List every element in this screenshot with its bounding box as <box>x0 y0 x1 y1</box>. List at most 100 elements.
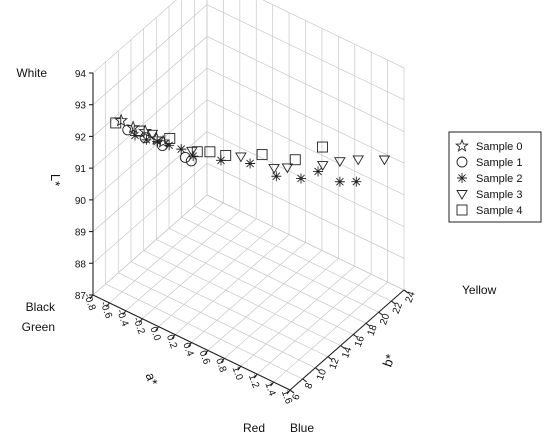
data-point-sample-1 <box>139 132 151 144</box>
data-point-sample-4 <box>110 117 122 129</box>
b-tick-mark <box>353 334 358 338</box>
wall-grid-line <box>206 194 405 291</box>
b-tick-mark <box>315 367 320 372</box>
legend-marker-sample-0 <box>455 138 469 152</box>
data-point-sample-2 <box>188 151 199 162</box>
points-layer <box>110 113 391 187</box>
L-tick-label: 88 <box>75 259 87 270</box>
data-point-sample-3 <box>378 155 391 166</box>
a-tick-label: 1.6 <box>279 389 294 406</box>
b-tick-label: 10 <box>315 367 329 382</box>
a-tick-mark <box>220 358 225 363</box>
data-point-sample-3 <box>268 163 280 174</box>
data-point-sample-2 <box>334 176 345 187</box>
floor-grid-line <box>142 218 257 320</box>
floor-grid-line <box>158 226 273 327</box>
end-label-red: Red <box>243 421 265 435</box>
floor-grid-line <box>240 265 355 367</box>
a-tick-label: 0.0 <box>147 325 162 342</box>
legend-items: Sample 0 Sample 1 Sample 2 Sample 3 Sample 4 <box>455 138 522 217</box>
floor-grid-line <box>143 250 341 346</box>
b-tick-label: 20 <box>378 312 392 327</box>
wall-grid-line <box>92 0 177 74</box>
legend-marker-sample-1 <box>456 156 468 168</box>
data-point-sample-0 <box>138 124 153 138</box>
L-tick-label: 89 <box>75 228 87 239</box>
a-tick-label: 1.2 <box>246 373 261 390</box>
a-tick-label: 1.4 <box>262 381 277 398</box>
a-tick-label: 0.6 <box>197 349 212 366</box>
legend-label-sample-1: Sample 1 <box>476 157 522 169</box>
legend-label-sample-2: Sample 2 <box>476 173 522 185</box>
floor-grid-line <box>174 234 290 335</box>
a-tick-mark <box>89 294 94 300</box>
wall-grid-line <box>92 4 208 105</box>
b-tick-label: 16 <box>353 334 367 349</box>
data-point-sample-3 <box>352 155 364 166</box>
L-tick-label: 90 <box>75 196 87 207</box>
data-point-sample-4 <box>204 146 216 158</box>
a-tick-label: 0.2 <box>164 333 179 350</box>
a-tick-mark <box>138 318 143 324</box>
wall-grid-line <box>206 131 405 227</box>
b-axis-name: b* <box>380 352 398 369</box>
data-point-sample-4 <box>133 125 145 137</box>
L-tick-label: 87 <box>75 291 87 302</box>
wall-grid-line <box>206 99 405 196</box>
data-point-sample-2 <box>130 130 141 141</box>
floor-grid-line <box>191 242 306 343</box>
b-tick-label: 8 <box>303 381 315 390</box>
a-tick-mark <box>204 350 209 355</box>
end-label-blue: Blue <box>290 421 314 435</box>
data-point-sample-3 <box>316 161 329 171</box>
L-tick-label: 94 <box>75 69 87 80</box>
L-tick-label: 93 <box>75 101 87 112</box>
a-tick-label: 1.0 <box>230 365 245 382</box>
wall-grid-line <box>206 36 405 132</box>
data-point-sample-2 <box>245 158 256 169</box>
wall-grid-line <box>92 67 208 169</box>
floor-grid-line <box>118 272 316 369</box>
floor-grid-line <box>125 210 241 312</box>
legend-marker-sample-2 <box>457 173 467 183</box>
floor-grid-line <box>224 258 339 359</box>
data-point-sample-2 <box>176 144 187 155</box>
data-point-sample-4 <box>289 154 301 166</box>
data-point-sample-2 <box>351 176 362 187</box>
data-point-sample-1 <box>179 151 191 163</box>
a-tick-mark <box>155 326 160 331</box>
b-tick-label: 14 <box>340 345 354 360</box>
data-point-sample-2 <box>271 171 282 182</box>
floor-grid-line <box>109 202 224 304</box>
a-tick-label: 0.4 <box>180 341 195 358</box>
b-tick-label: 18 <box>366 323 380 338</box>
data-point-sample-2 <box>313 166 324 177</box>
a-tick-mark <box>188 342 192 347</box>
b-tick-mark <box>340 345 345 349</box>
legend-label-sample-0: Sample 0 <box>476 141 522 153</box>
floor-grid-line <box>256 273 372 375</box>
floor-grid-line <box>181 216 379 313</box>
a-tick-label: -0.2 <box>130 316 146 336</box>
end-label-white: White <box>16 66 47 80</box>
b-tick-mark <box>302 378 307 383</box>
legend-label-sample-4: Sample 4 <box>476 205 522 217</box>
data-point-sample-3 <box>281 163 294 174</box>
data-point-sample-2 <box>152 136 163 147</box>
floor-grid-line <box>273 281 388 383</box>
a-tick-label: 0.8 <box>213 357 228 374</box>
b-tick-mark <box>289 389 295 394</box>
data-point-sample-3 <box>235 152 247 163</box>
wall-grid-line <box>262 0 405 69</box>
floor-grid-line <box>207 250 323 351</box>
L-tick-label: 91 <box>75 164 87 175</box>
a-tick-mark <box>253 373 258 379</box>
data-point-sample-0 <box>126 120 141 134</box>
data-point-sample-4 <box>256 149 268 161</box>
a-tick-mark <box>105 302 110 308</box>
b-tick-mark <box>327 356 333 361</box>
a-axis-name: a* <box>143 371 161 388</box>
wall-grid-line <box>206 162 405 259</box>
a-tick-label: -0.4 <box>114 308 130 328</box>
